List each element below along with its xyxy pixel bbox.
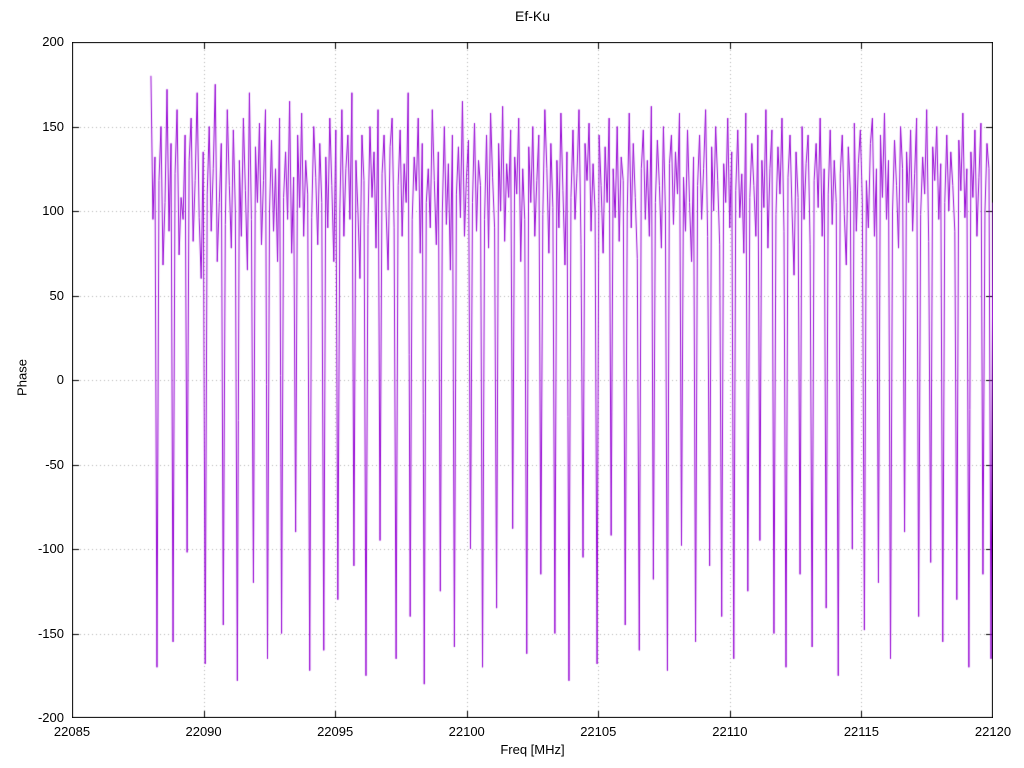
x-tick-label: 22095 — [317, 724, 354, 739]
x-tick-label: 22105 — [580, 724, 617, 739]
x-axis-label: Freq [MHz] — [500, 742, 565, 757]
y-tick-label: -100 — [37, 541, 64, 556]
y-tick-label: 150 — [42, 118, 64, 134]
x-tick-label: 22120 — [974, 724, 1012, 739]
y-tick-label: -50 — [45, 456, 64, 472]
y-tick-label: -200 — [37, 710, 64, 725]
chart-title: Ef-Ku — [514, 8, 550, 24]
x-tick-label: 22085 — [53, 724, 91, 739]
y-tick-label: 200 — [42, 34, 64, 49]
x-tick-label: 22110 — [712, 724, 748, 739]
y-tick-label: -150 — [37, 625, 64, 641]
x-tick-label: 22100 — [448, 724, 485, 739]
y-tick-label: 100 — [42, 203, 64, 218]
y-tick-label: 0 — [56, 372, 64, 387]
plot-canvas — [72, 42, 993, 718]
x-tick-label: 22115 — [843, 724, 880, 739]
y-tick-label: 50 — [49, 287, 64, 303]
x-tick-label: 22090 — [185, 724, 222, 739]
